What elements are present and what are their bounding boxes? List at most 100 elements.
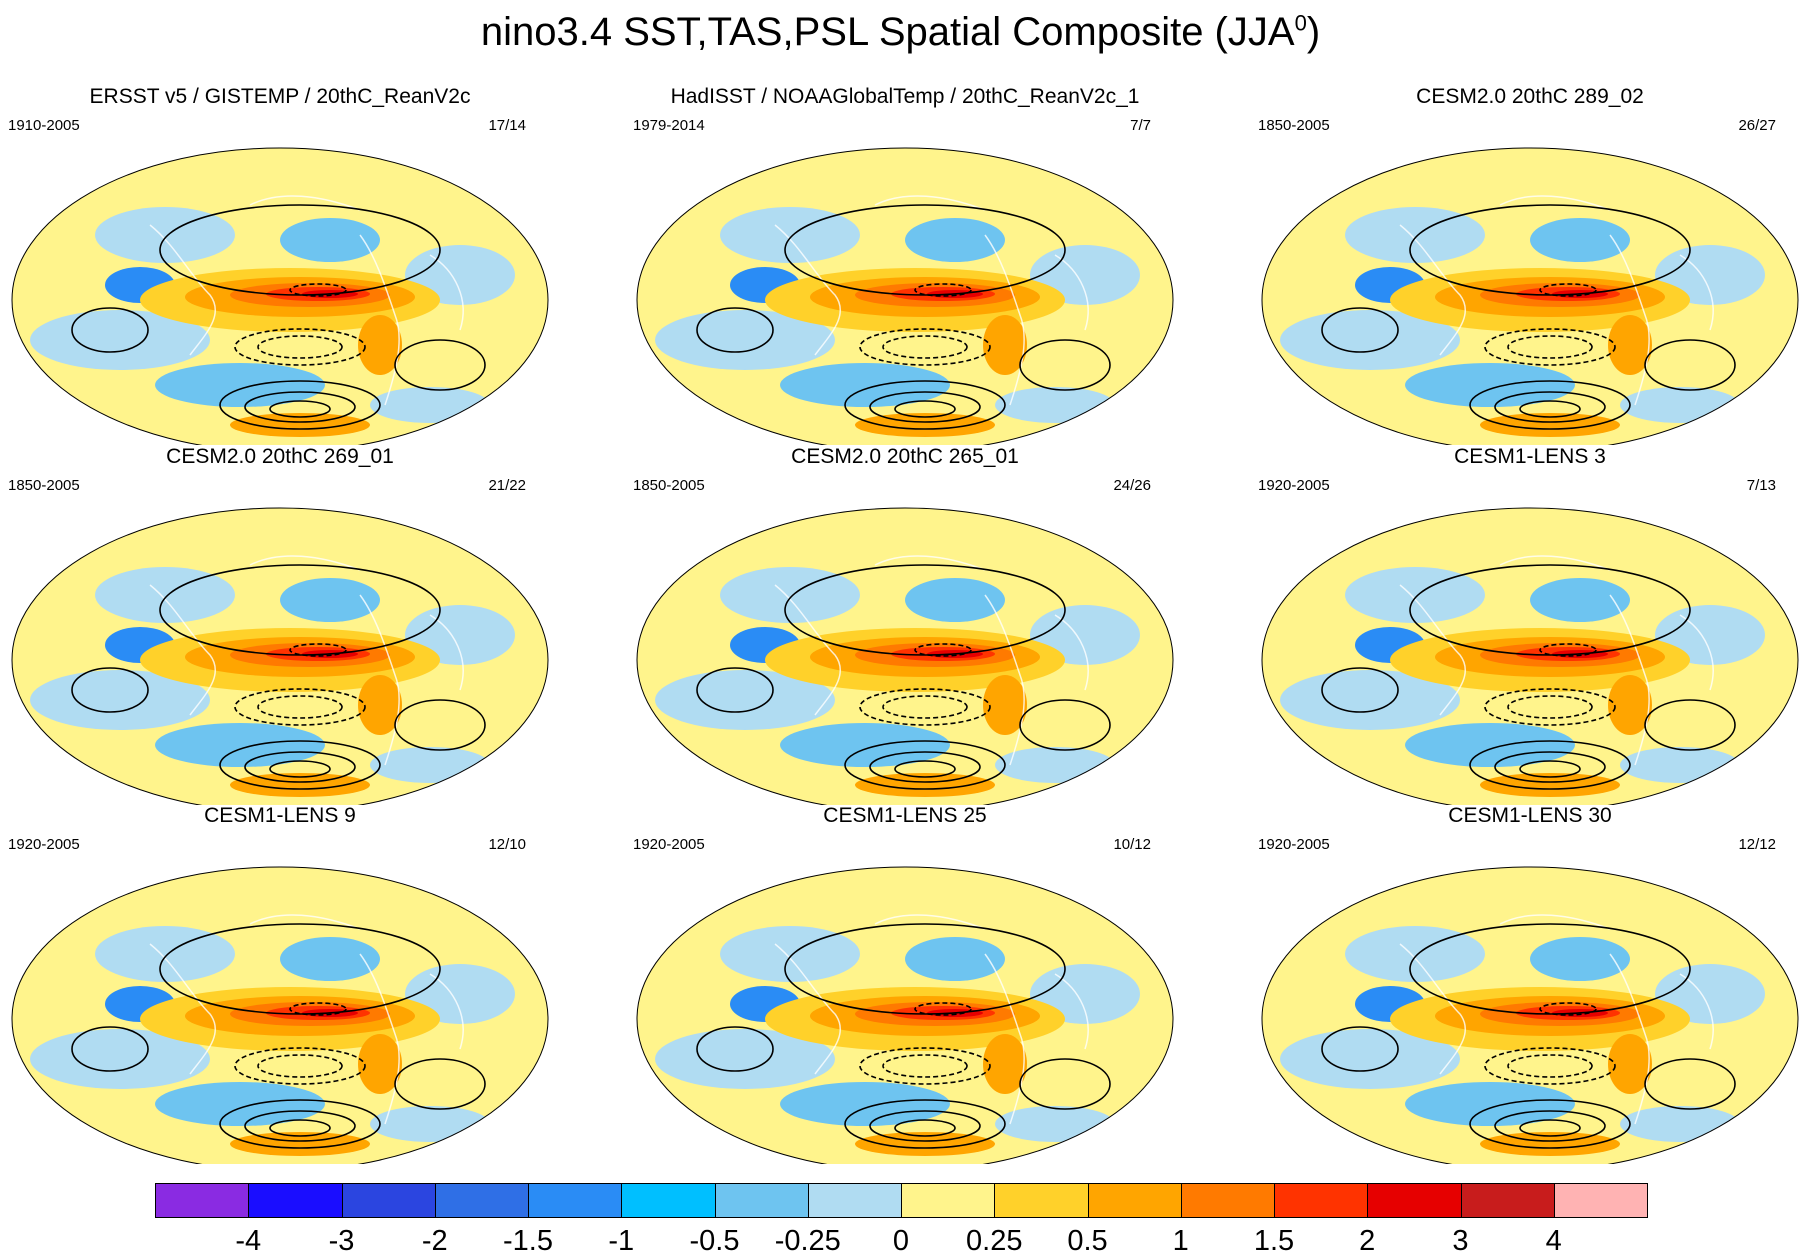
negative-pressure-contour (289, 283, 347, 297)
colorbar-swatch (1087, 1183, 1182, 1218)
colorbar-swatch (807, 1183, 902, 1218)
cool-anomaly-region (995, 747, 1115, 783)
positive-pressure-contour (269, 400, 331, 418)
panel-years: 1979-2014 (633, 117, 705, 134)
warm-anomaly-region (1608, 675, 1652, 735)
positive-pressure-contour (1644, 339, 1736, 391)
warm-anomaly-region (983, 675, 1027, 735)
cool-anomaly-region (655, 310, 835, 370)
colorbar-swatch (434, 1183, 529, 1218)
coastline (149, 224, 217, 356)
cool-anomaly-region (30, 310, 210, 370)
negative-pressure-contour (882, 695, 968, 719)
colorbar-swatch (1180, 1183, 1275, 1218)
coastline (249, 914, 361, 930)
panel-event-count: 24/26 (1113, 477, 1151, 494)
cool-anomaly-region (1655, 245, 1765, 305)
colorbar (155, 1183, 1648, 1218)
colorbar-swatch (1274, 1183, 1369, 1218)
panel-event-count: 7/13 (1746, 477, 1776, 494)
warm-anomaly-region (358, 675, 402, 735)
panel-years: 1850-2005 (1258, 117, 1330, 134)
colorbar-tick-label: 4 (1545, 1225, 1562, 1257)
coastline (874, 195, 986, 211)
cool-anomaly-region (780, 1082, 950, 1126)
map-border (11, 507, 549, 805)
negative-pressure-contour (1484, 688, 1616, 726)
panel-event-count: 12/10 (488, 836, 526, 853)
positive-pressure-contour (784, 204, 1066, 296)
colorbar-swatch (1553, 1183, 1648, 1218)
cool-anomaly-region (1530, 218, 1630, 262)
positive-pressure-contour (1494, 751, 1606, 783)
positive-pressure-contour (269, 760, 331, 778)
panel-years: 1920-2005 (633, 836, 705, 853)
panel-title: CESM2.0 20thC 289_02 (1416, 85, 1644, 108)
panel-years: 1920-2005 (1258, 836, 1330, 853)
panel-event-count: 17/14 (488, 117, 526, 134)
cool-anomaly-region (1030, 245, 1140, 305)
cool-anomaly-region (1345, 207, 1485, 263)
cool-anomaly-region (280, 578, 380, 622)
cool-anomaly-region (995, 1106, 1115, 1142)
negative-pressure-contour (234, 688, 366, 726)
map-panel: ERSST v5 / GISTEMP / 20thC_ReanV2c 1910-2… (0, 85, 560, 445)
map-panel: CESM2.0 20thC 269_01 1850-2005 21/22 (0, 445, 560, 805)
coastline (1609, 953, 1650, 1125)
positive-pressure-contour (784, 923, 1066, 1015)
positive-pressure-contour (159, 923, 441, 1015)
map-border (1261, 507, 1799, 805)
cool-anomaly-region (155, 723, 325, 767)
composite-map (1261, 147, 1799, 445)
negative-pressure-contour (1484, 328, 1616, 366)
cool-anomaly-region (1655, 964, 1765, 1024)
positive-pressure-contour (394, 699, 486, 751)
positive-pressure-contour (1494, 391, 1606, 423)
colorbar-swatch (248, 1183, 343, 1218)
map-border (11, 866, 549, 1164)
coastline (984, 234, 1025, 406)
map-border (11, 147, 549, 445)
positive-pressure-contour (159, 564, 441, 656)
cool-anomaly-region (720, 926, 860, 982)
positive-pressure-contour (1409, 564, 1691, 656)
negative-pressure-contour (1507, 335, 1593, 359)
warm-anomaly-region (1608, 315, 1652, 375)
positive-pressure-contour (1494, 1110, 1606, 1142)
colorbar-tick-label: 3 (1452, 1225, 1469, 1257)
negative-pressure-contour (234, 1047, 366, 1085)
coastline (774, 224, 842, 356)
coastline (874, 914, 986, 930)
cool-anomaly-region (1530, 937, 1630, 981)
negative-pressure-contour (914, 643, 972, 657)
positive-pressure-contour (1519, 400, 1581, 418)
negative-pressure-contour (1539, 643, 1597, 657)
positive-pressure-contour (894, 400, 956, 418)
colorbar-swatch (155, 1183, 250, 1218)
negative-pressure-contour (1507, 1054, 1593, 1078)
panel-title: CESM1-LENS 9 (204, 804, 356, 827)
coastline (1609, 234, 1650, 406)
positive-pressure-contour (394, 339, 486, 391)
colorbar-tick-label: 0.5 (1067, 1225, 1108, 1257)
coastline (1499, 555, 1611, 571)
map-border (636, 507, 1174, 805)
cool-anomaly-region (280, 218, 380, 262)
panel-event-count: 10/12 (1113, 836, 1151, 853)
negative-pressure-contour (882, 1054, 968, 1078)
negative-pressure-contour (859, 1047, 991, 1085)
colorbar-tick-label: 1.5 (1253, 1225, 1295, 1257)
panel-title: ERSST v5 / GISTEMP / 20thC_ReanV2c (89, 85, 471, 108)
cool-anomaly-region (1345, 926, 1485, 982)
cool-anomaly-region (95, 207, 235, 263)
composite-map (11, 866, 549, 1164)
cool-anomaly-region (1280, 670, 1460, 730)
composite-map (11, 507, 549, 805)
cool-anomaly-region (405, 245, 515, 305)
cool-anomaly-region (1530, 578, 1630, 622)
warm-anomaly-region (1608, 1034, 1652, 1094)
negative-pressure-contour (1539, 283, 1597, 297)
cool-anomaly-region (1030, 605, 1140, 665)
negative-pressure-contour (257, 1054, 343, 1078)
positive-pressure-contour (1321, 667, 1399, 713)
